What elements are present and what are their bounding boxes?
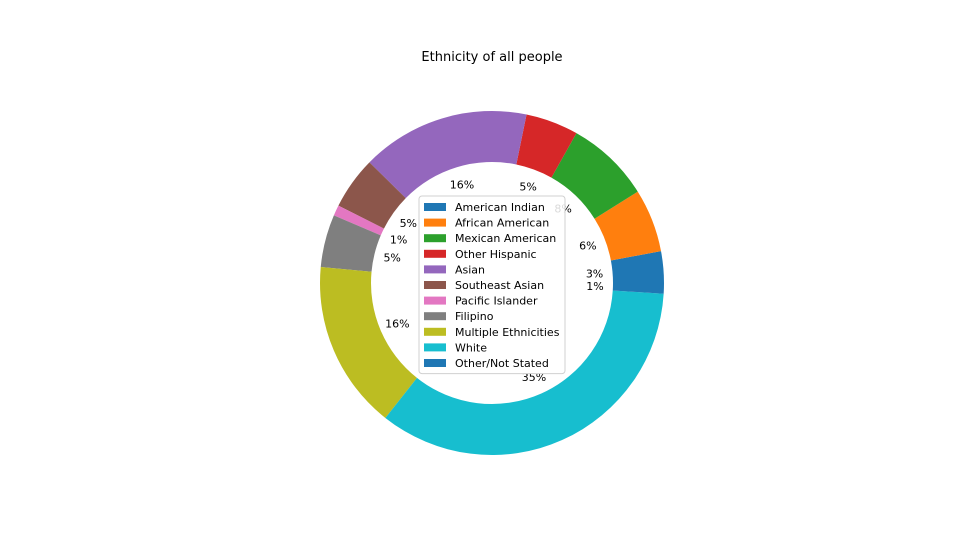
donut-slice xyxy=(333,205,384,236)
legend-label: Filipino xyxy=(455,310,494,323)
legend-label: African American xyxy=(455,217,549,230)
slice-percentage-label: 16% xyxy=(450,178,474,191)
slice-percentage-label: 5% xyxy=(519,181,536,194)
slice-percentage-label: 1% xyxy=(390,234,407,247)
donut-slice xyxy=(594,191,662,261)
legend-swatch xyxy=(424,359,446,367)
donut-slice xyxy=(338,162,406,229)
legend-swatch xyxy=(424,218,446,227)
donut-slice xyxy=(516,114,577,178)
slice-percentage-label: 16% xyxy=(385,318,409,331)
legend-label: American Indian xyxy=(455,201,545,214)
legend-swatch xyxy=(424,343,446,352)
legend: American Indian African American Mexican A… xyxy=(418,195,566,375)
slice-percentage-label: 1% xyxy=(586,280,603,293)
legend-swatch xyxy=(424,203,446,211)
donut-slice xyxy=(610,251,664,283)
legend-swatch xyxy=(424,296,446,305)
slice-percentage-label: 6% xyxy=(579,239,596,252)
donut-slice xyxy=(612,283,664,294)
percentage-labels-group: 3%6%8%5%16%5%1%5%16%35%1% xyxy=(383,178,603,384)
donut-slice xyxy=(369,111,527,199)
legend-label: Asian xyxy=(455,263,485,276)
legend-swatch xyxy=(424,265,446,274)
legend-label: Mexican American xyxy=(455,232,556,245)
legend-swatch xyxy=(424,234,446,243)
legend-frame xyxy=(418,195,566,375)
legend-swatch xyxy=(424,281,446,289)
slice-percentage-label: 3% xyxy=(586,267,603,280)
legend-label: Multiple Ethnicities xyxy=(455,326,560,339)
chart-title: Ethnicity of all people xyxy=(421,50,562,65)
donut-slice xyxy=(551,133,638,219)
legend-label: Pacific Islander xyxy=(455,295,538,308)
legend-label: White xyxy=(455,341,487,354)
slice-percentage-label: 35% xyxy=(522,371,546,384)
donut-slice xyxy=(320,266,417,418)
slices-group xyxy=(320,111,664,456)
slice-percentage-label: 5% xyxy=(383,252,400,265)
donut-slice xyxy=(385,290,664,456)
legend-swatch xyxy=(424,327,446,336)
donut-slice xyxy=(320,215,381,272)
legend-swatch xyxy=(424,312,446,321)
legend-swatch xyxy=(424,249,446,258)
legend-label: Other Hispanic xyxy=(455,248,537,261)
legend-label: Southeast Asian xyxy=(455,279,544,292)
legend-label: Other/Not Stated xyxy=(455,357,549,370)
slice-percentage-label: 5% xyxy=(400,217,417,230)
